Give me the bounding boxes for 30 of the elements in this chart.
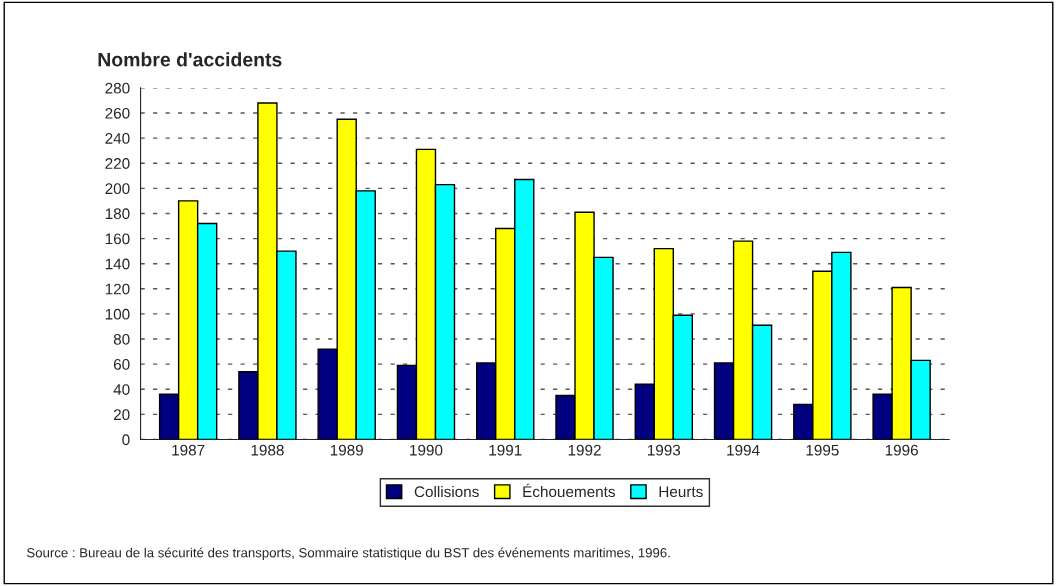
x-tick-label: 1991 xyxy=(489,444,522,456)
legend-label: Heurts xyxy=(659,486,703,498)
x-tick-label: 1996 xyxy=(885,444,918,456)
legend-label: Collisions xyxy=(414,485,479,498)
y-tick-label: 260 xyxy=(105,107,130,119)
y-tick-label: 0 xyxy=(122,434,130,446)
y-tick-label: 240 xyxy=(105,133,130,144)
x-tick-label: 1990 xyxy=(410,444,443,456)
y-tick-label: 120 xyxy=(105,283,130,295)
y-tick-label: 280 xyxy=(105,82,130,94)
x-tick-label: 1993 xyxy=(647,444,681,456)
x-tick-label: 1995 xyxy=(806,444,839,456)
y-tick-label: 200 xyxy=(105,183,130,195)
x-tick-label: 1989 xyxy=(330,444,363,456)
y-tick-label: 20 xyxy=(113,409,130,421)
y-tick-label: 100 xyxy=(105,308,130,320)
y-tick-label: 180 xyxy=(105,208,130,220)
y-tick-label: 80 xyxy=(113,333,130,345)
chart-title: Nombre d'accidents xyxy=(98,52,282,67)
source-note: Source : Bureau de la sécurité des transports, Sommaire statistique du BST des événements maritimes, 1996. xyxy=(27,547,670,560)
x-tick-label: 1988 xyxy=(251,444,284,456)
y-tick-label: 40 xyxy=(113,384,130,395)
x-tick-label: 1994 xyxy=(727,444,760,456)
x-tick-label: 1992 xyxy=(568,444,601,456)
y-tick-label: 220 xyxy=(105,158,130,169)
y-tick-label: 160 xyxy=(105,233,130,245)
y-tick-label: 60 xyxy=(113,359,130,370)
x-tick-label: 1987 xyxy=(172,444,205,456)
legend-label: Échouements xyxy=(523,483,615,498)
y-tick-label: 140 xyxy=(105,258,130,270)
